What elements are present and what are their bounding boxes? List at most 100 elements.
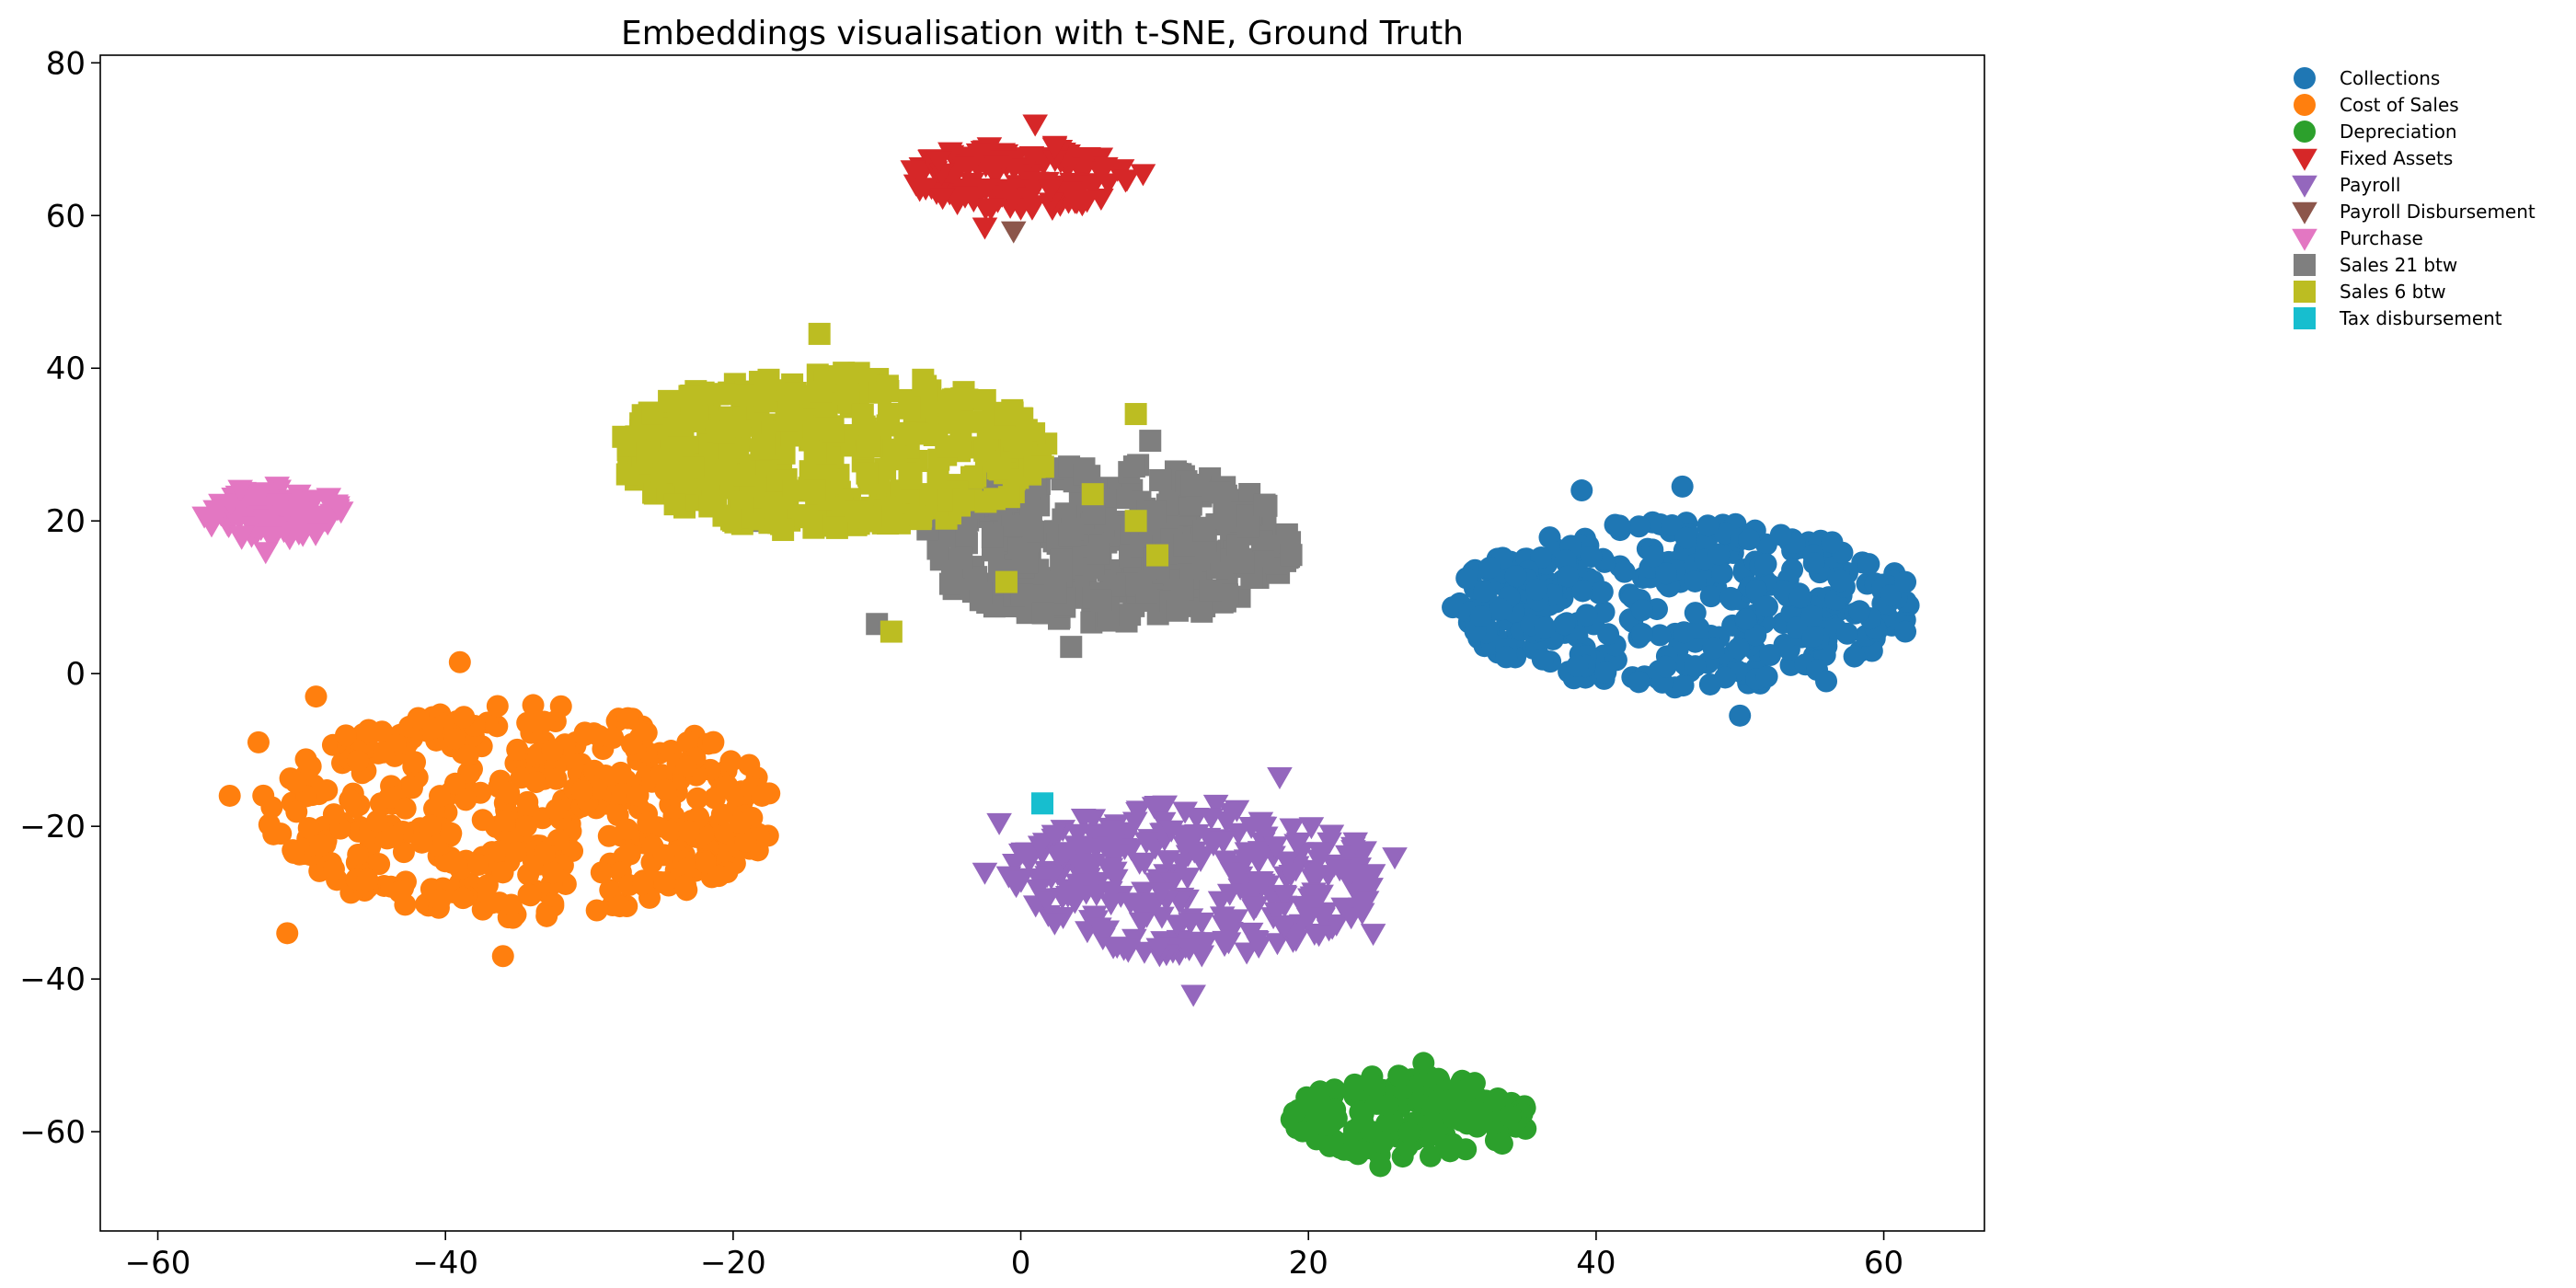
data-point [486, 695, 509, 718]
data-point [675, 857, 698, 880]
data-point [285, 800, 308, 823]
data-point [252, 542, 279, 565]
data-point [960, 410, 983, 433]
data-point [719, 508, 742, 531]
data-point [1210, 831, 1236, 854]
data-point [1305, 925, 1332, 948]
data-point [631, 872, 654, 895]
data-point [1081, 483, 1104, 506]
data-point [1282, 1101, 1305, 1124]
data-point [1080, 809, 1107, 832]
data-point [1180, 474, 1203, 497]
data-point [1124, 510, 1147, 533]
data-point [247, 730, 270, 753]
data-point [926, 151, 952, 174]
data-point [1327, 859, 1352, 882]
x-tick-label: 60 [1864, 1245, 1903, 1282]
data-point [1661, 514, 1684, 537]
data-point [1027, 835, 1053, 858]
data-point [1295, 907, 1322, 930]
data-point [545, 799, 568, 822]
data-point [282, 842, 305, 865]
data-point [322, 857, 345, 880]
x-tick-label: 20 [1289, 1245, 1328, 1282]
legend-marker [2294, 94, 2316, 116]
data-point [675, 755, 698, 778]
data-point [1788, 586, 1811, 609]
data-point [1213, 850, 1239, 873]
data-point [1117, 892, 1144, 915]
data-point [388, 880, 411, 903]
data-point [1369, 1155, 1392, 1178]
legend: Collections Cost of Sales Depreciation Fixe… [2292, 67, 2536, 329]
data-point [981, 525, 1004, 548]
data-point [1734, 608, 1757, 631]
data-point [1557, 565, 1580, 588]
data-point [1684, 569, 1707, 592]
data-point [1575, 604, 1598, 627]
data-point [994, 403, 1017, 426]
legend-label: Depreciation [2340, 121, 2457, 143]
data-point [276, 922, 299, 945]
data-point [1082, 905, 1108, 928]
data-point [1642, 545, 1665, 568]
data-point [1016, 551, 1039, 574]
data-point [775, 408, 798, 431]
data-point [698, 495, 721, 518]
data-point [294, 748, 317, 771]
data-point [1124, 403, 1147, 426]
legend-item: Depreciation [2294, 121, 2457, 143]
data-point [609, 761, 632, 784]
data-point [1439, 1140, 1462, 1163]
data-point [822, 420, 845, 443]
data-point [1060, 636, 1083, 659]
data-point [1570, 479, 1593, 502]
data-point [1349, 874, 1375, 897]
data-point [1145, 937, 1172, 960]
data-point [1158, 820, 1184, 843]
data-point [1093, 156, 1119, 179]
data-point [1033, 891, 1060, 914]
data-point [686, 787, 709, 810]
data-point [378, 787, 401, 810]
data-point [1708, 543, 1731, 566]
data-point [1649, 624, 1672, 647]
data-point [1801, 626, 1824, 649]
data-point [719, 750, 742, 773]
data-point [1455, 1112, 1478, 1135]
data-point [322, 803, 345, 826]
data-point [1283, 834, 1309, 857]
chart-title: Embeddings visualisation with t-SNE, Gro… [621, 15, 1464, 52]
data-point [1702, 637, 1725, 660]
data-point [1089, 589, 1112, 612]
data-point [1274, 851, 1300, 874]
data-point [1262, 836, 1289, 859]
data-point [1083, 502, 1106, 525]
data-point [1139, 430, 1162, 453]
data-point [1504, 565, 1527, 588]
data-point [284, 771, 307, 794]
legend-marker [2292, 175, 2317, 198]
data-point [1719, 586, 1742, 609]
data-point [515, 814, 538, 837]
legend-label: Cost of Sales [2340, 94, 2459, 116]
data-point [599, 879, 622, 902]
data-point [898, 397, 921, 420]
data-point [982, 165, 1008, 188]
data-point [1023, 455, 1046, 478]
data-point [845, 500, 868, 523]
data-point [1490, 1133, 1513, 1156]
data-point [1322, 1098, 1345, 1121]
series-fixed-assets [900, 114, 1156, 240]
data-point [950, 387, 973, 410]
data-point [1236, 515, 1259, 538]
x-tick-label: 40 [1576, 1245, 1616, 1282]
data-point [1280, 544, 1303, 567]
legend-label: Sales 21 btw [2340, 254, 2457, 276]
data-point [1448, 1080, 1471, 1103]
data-point [1169, 853, 1195, 876]
data-point [1397, 1121, 1420, 1144]
data-point [1202, 794, 1229, 817]
y-tick-label: −40 [19, 961, 86, 998]
data-point [1207, 891, 1234, 914]
